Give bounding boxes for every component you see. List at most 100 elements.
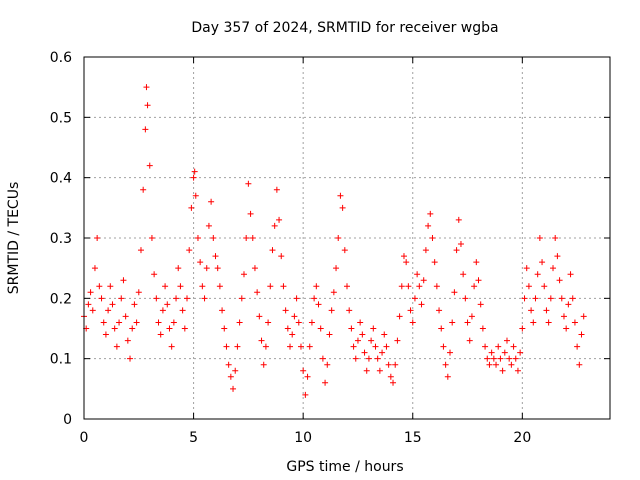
data-point (482, 343, 489, 350)
data-point (335, 235, 342, 241)
data-point (521, 295, 528, 302)
data-point (214, 265, 221, 272)
data-point (512, 355, 519, 362)
data-point (322, 379, 329, 386)
data-point (245, 180, 252, 187)
data-point (534, 271, 541, 278)
x-tick-label: 0 (80, 430, 89, 446)
data-point (565, 301, 572, 308)
data-point (105, 307, 112, 314)
data-point (416, 283, 423, 290)
data-point (111, 325, 118, 332)
y-tick-label: 0.6 (50, 50, 72, 66)
data-point (133, 319, 140, 326)
data-point (414, 271, 421, 278)
data-point (405, 283, 412, 290)
data-point (262, 343, 269, 350)
data-point (488, 349, 495, 356)
data-point (374, 355, 381, 362)
data-point (280, 283, 287, 290)
data-point (438, 325, 445, 332)
grid-layer (84, 57, 610, 419)
data-point (514, 367, 521, 374)
data-point (422, 247, 429, 254)
data-point (247, 210, 254, 217)
data-point (440, 343, 447, 350)
x-tick-label: 5 (189, 430, 198, 446)
data-point (166, 325, 173, 332)
data-point (113, 343, 120, 350)
data-point (383, 343, 390, 350)
data-point (267, 283, 274, 290)
data-point (258, 337, 265, 344)
data-point (425, 222, 432, 229)
data-point (102, 331, 109, 338)
data-point (477, 301, 484, 308)
data-point (333, 265, 340, 272)
data-point (433, 283, 440, 290)
data-point (326, 331, 333, 338)
data-point (302, 391, 309, 398)
data-point (552, 235, 559, 241)
data-point (523, 265, 530, 272)
data-point (567, 271, 574, 278)
data-point (569, 295, 576, 302)
data-point (91, 265, 98, 272)
data-point (517, 349, 524, 356)
data-point (449, 319, 456, 326)
data-point (151, 271, 158, 278)
data-point (199, 283, 206, 290)
data-point (479, 325, 486, 332)
data-point (186, 247, 193, 254)
data-point (348, 325, 355, 332)
data-point (184, 295, 191, 302)
data-point (453, 247, 460, 254)
data-point (181, 325, 188, 332)
data-point (400, 253, 407, 260)
data-point (135, 289, 142, 296)
data-point (411, 295, 418, 302)
data-point (210, 235, 217, 241)
data-point (365, 355, 372, 362)
data-point (300, 367, 307, 374)
data-point (337, 192, 344, 199)
data-point (468, 313, 475, 320)
data-point (350, 343, 357, 350)
data-point (251, 265, 258, 272)
data-point (140, 186, 147, 193)
data-point (162, 283, 169, 290)
data-point (499, 367, 506, 374)
data-point (129, 325, 136, 332)
data-point (497, 355, 504, 362)
data-point (361, 349, 368, 356)
data-point (429, 235, 436, 241)
data-point (142, 126, 149, 133)
data-point (490, 355, 497, 362)
data-point (352, 355, 359, 362)
data-point (447, 349, 454, 356)
data-point (289, 331, 296, 338)
data-point (341, 247, 348, 254)
data-point (293, 295, 300, 302)
data-point (519, 325, 526, 332)
data-point (330, 289, 337, 296)
y-axis-label: SRMTID / TECUs (6, 182, 22, 295)
data-point (324, 361, 331, 368)
data-point (508, 361, 515, 368)
data-point (254, 289, 261, 296)
data-point (221, 325, 228, 332)
data-point (370, 325, 377, 332)
data-point (396, 313, 403, 320)
data-point (427, 210, 434, 217)
data-point (291, 313, 298, 320)
data-point (234, 343, 241, 350)
data-point (558, 295, 565, 302)
data-point (387, 373, 394, 380)
data-point (528, 307, 535, 314)
data-point (297, 343, 304, 350)
data-point (230, 385, 237, 392)
data-point (216, 283, 223, 290)
data-point (256, 313, 263, 320)
data-point (212, 253, 219, 260)
data-point (100, 319, 107, 326)
